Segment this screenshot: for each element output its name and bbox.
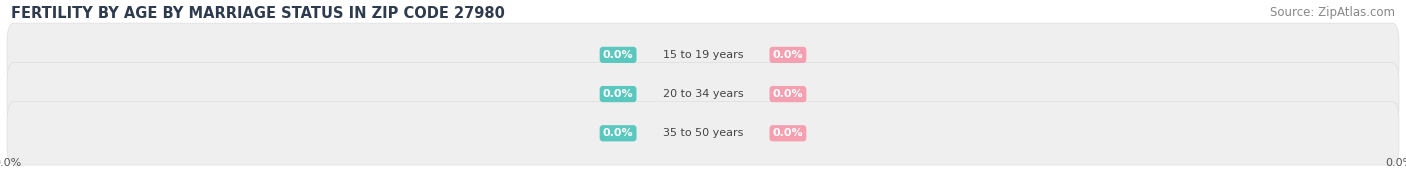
- FancyBboxPatch shape: [7, 23, 1399, 87]
- FancyBboxPatch shape: [7, 62, 1399, 126]
- Text: 15 to 19 years: 15 to 19 years: [662, 50, 744, 60]
- Text: 0.0%: 0.0%: [603, 89, 633, 99]
- Text: 0.0%: 0.0%: [603, 50, 633, 60]
- FancyBboxPatch shape: [7, 102, 1399, 165]
- Text: 0.0%: 0.0%: [773, 128, 803, 138]
- Text: FERTILITY BY AGE BY MARRIAGE STATUS IN ZIP CODE 27980: FERTILITY BY AGE BY MARRIAGE STATUS IN Z…: [11, 6, 505, 21]
- Text: Source: ZipAtlas.com: Source: ZipAtlas.com: [1270, 6, 1395, 19]
- Text: 0.0%: 0.0%: [773, 50, 803, 60]
- Text: 35 to 50 years: 35 to 50 years: [662, 128, 744, 138]
- Text: 0.0%: 0.0%: [603, 128, 633, 138]
- Text: 20 to 34 years: 20 to 34 years: [662, 89, 744, 99]
- Text: 0.0%: 0.0%: [773, 89, 803, 99]
- Legend: Married, Unmarried: Married, Unmarried: [628, 192, 778, 196]
